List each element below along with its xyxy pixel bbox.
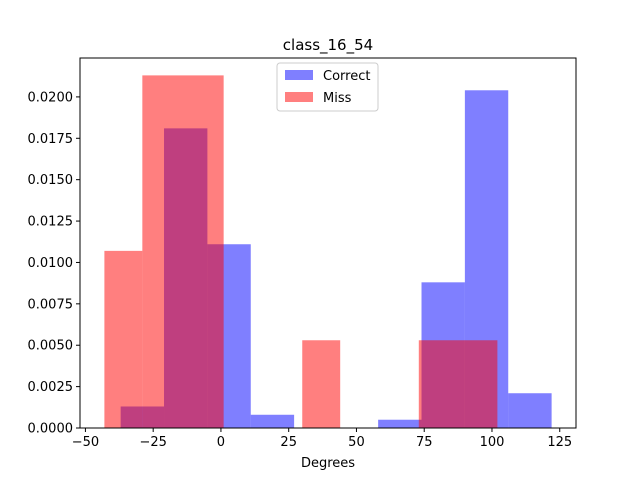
x-tick-label: 25 xyxy=(280,435,297,450)
bars-layer xyxy=(104,75,552,429)
bar-correct-6 xyxy=(378,419,422,428)
x-tick-label: 50 xyxy=(348,435,365,450)
y-tick-label: 0.0150 xyxy=(28,173,74,188)
legend-label-miss: Miss xyxy=(323,91,352,106)
bar-miss-3 xyxy=(302,340,341,428)
y-tick-label: 0.0050 xyxy=(28,339,74,354)
bar-miss-5 xyxy=(418,340,498,428)
y-tick-label: 0.0200 xyxy=(28,90,74,105)
plot-frame xyxy=(79,57,577,429)
bar-miss-0 xyxy=(104,250,143,428)
x-tick-label: 125 xyxy=(547,435,572,450)
y-tick-label: 0.0000 xyxy=(28,422,74,437)
y-tick-label: 0.0175 xyxy=(28,132,74,147)
y-tick-label: 0.0100 xyxy=(28,256,74,271)
legend: Correct Miss xyxy=(276,62,379,112)
y-tick-label: 0.0025 xyxy=(28,380,74,395)
legend-swatch-miss xyxy=(285,92,313,102)
bar-correct-9 xyxy=(508,393,552,428)
x-tick-label: −25 xyxy=(139,435,166,450)
x-tick-label: −50 xyxy=(72,435,99,450)
x-axis: −50 −25 0 25 50 75 100 125 xyxy=(72,428,572,450)
x-tick-label: 0 xyxy=(217,435,225,450)
y-axis: 0.0000 0.0025 0.0050 0.0075 0.0100 0.0125 0.01… xyxy=(28,90,80,437)
x-axis-label: Degrees xyxy=(301,456,355,471)
chart-title: class_16_54 xyxy=(283,36,373,55)
bar-miss-1 xyxy=(142,75,224,428)
x-tick-label: 100 xyxy=(480,435,505,450)
y-tick-label: 0.0075 xyxy=(28,297,74,312)
legend-label-correct: Correct xyxy=(323,69,370,84)
y-tick-label: 0.0125 xyxy=(28,215,74,230)
legend-swatch-correct xyxy=(285,70,313,80)
x-tick-label: 75 xyxy=(416,435,433,450)
bar-correct-3 xyxy=(250,414,295,428)
